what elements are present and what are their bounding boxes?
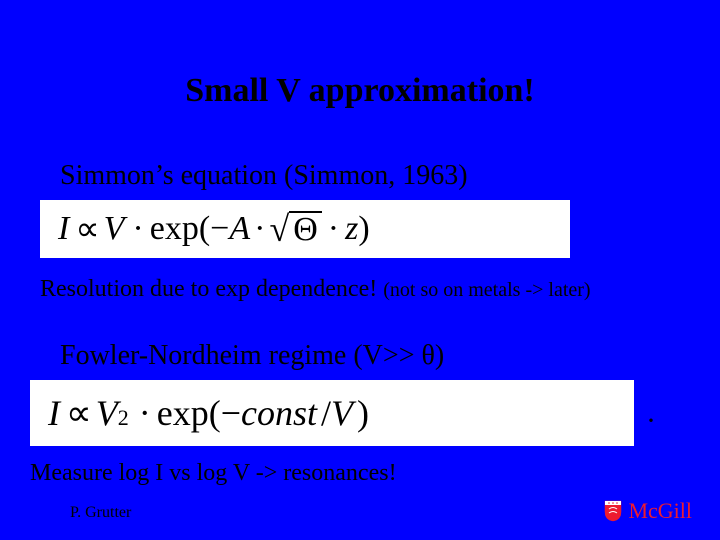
footer-author: P. Grutter <box>70 504 131 522</box>
eq2-minus: − <box>221 392 241 434</box>
eq1-I: I <box>58 210 69 248</box>
resolution-line: Resolution due to exp dependence! (not s… <box>40 276 591 303</box>
resolution-main: Resolution due to exp dependence! <box>40 276 383 302</box>
eq1-dot3: · <box>322 210 345 248</box>
eq1-sqrt: √ Θ <box>269 211 321 247</box>
mcgill-logo-text: McGill <box>628 498 692 524</box>
eq1-z: z <box>345 210 358 248</box>
equation-1-box: I ∝ V · exp ( − A · √ Θ · z ) <box>40 200 570 258</box>
eq1-close: ) <box>358 210 369 248</box>
eq2-trailing-dot: · <box>646 404 656 438</box>
shield-icon <box>604 500 622 522</box>
fowler-heading: Fowler-Nordheim regime (V>> θ) <box>60 340 444 372</box>
eq1-open: ( <box>199 210 210 248</box>
equation-2: I ∝ V 2 · exp ( − const / V ) <box>48 392 369 434</box>
resolution-aside: (not so on metals -> later) <box>383 279 590 301</box>
mcgill-logo: McGill <box>604 498 692 524</box>
eq1-V: V <box>104 210 125 248</box>
simmons-heading: Simmon’s equation (Simmon, 1963) <box>60 160 468 192</box>
eq1-theta: Θ <box>289 211 322 247</box>
eq1-dot1: · <box>132 210 143 248</box>
equation-2-box: I ∝ V 2 · exp ( − const / V ) <box>30 380 634 446</box>
eq2-open: ( <box>209 392 221 434</box>
eq2-I: I <box>48 392 60 434</box>
eq2-close: ) <box>357 392 369 434</box>
equation-1: I ∝ V · exp ( − A · √ Θ · z ) <box>58 209 370 249</box>
slide-root: Small V approximation! Simmon’s equation… <box>0 0 720 540</box>
sqrt-symbol: √ <box>269 211 289 247</box>
eq2-exp: exp <box>157 392 209 434</box>
measure-line: Measure log I vs log V -> resonances! <box>30 460 397 487</box>
eq2-slash: / <box>321 392 331 434</box>
eq2-V2: V <box>331 392 353 434</box>
eq1-exp: exp <box>150 210 199 248</box>
eq2-propto: ∝ <box>66 392 92 434</box>
eq2-const: const <box>241 392 317 434</box>
eq1-minus: − <box>210 210 229 248</box>
eq1-propto: ∝ <box>75 209 99 249</box>
eq2-V: V <box>96 392 118 434</box>
eq1-A: A <box>229 210 250 248</box>
eq2-dot1: · <box>139 392 151 434</box>
eq1-dot2: · <box>250 210 269 248</box>
slide-title: Small V approximation! <box>0 72 720 110</box>
